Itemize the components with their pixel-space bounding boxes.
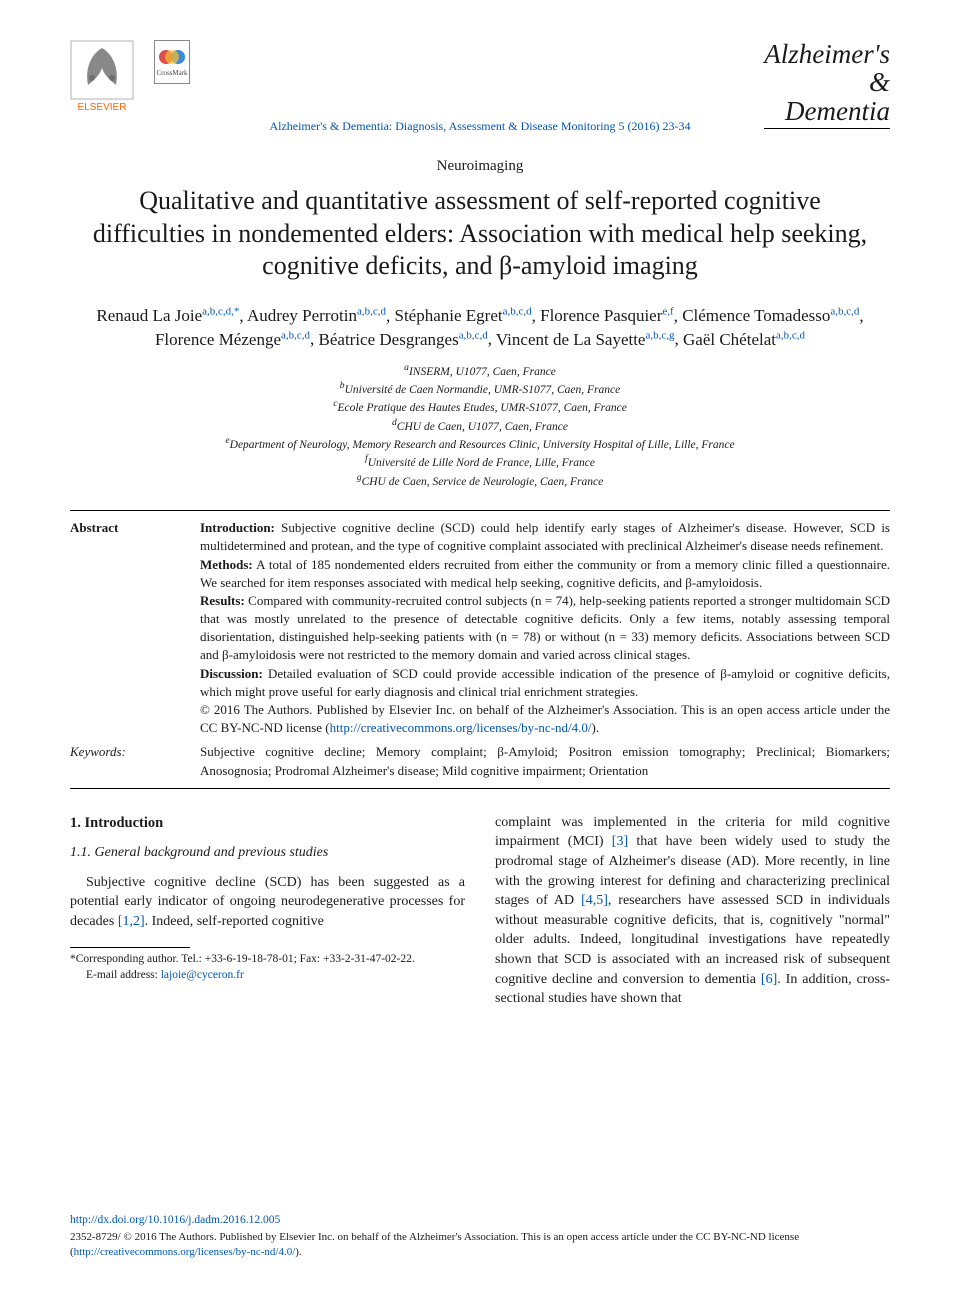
abstract-discussion: Detailed evaluation of SCD could provide… bbox=[200, 666, 890, 699]
corresponding-author-note: *Corresponding author. Tel.: +33-6-19-18… bbox=[70, 952, 465, 968]
license-link[interactable]: http://creativecommons.org/licenses/by-n… bbox=[330, 720, 592, 735]
section-heading-1: 1. Introduction bbox=[70, 813, 465, 833]
abstract-copyright-close: ). bbox=[592, 720, 600, 735]
author: Florence Pasquiere,f bbox=[540, 306, 674, 325]
journal-logo-line1: Alzheimer's bbox=[764, 40, 890, 68]
column-left: 1. Introduction 1.1. General background … bbox=[70, 813, 465, 1009]
abstract-intro: Subjective cognitive decline (SCD) could… bbox=[200, 520, 890, 553]
body-paragraph-2: complaint was implemented in the criteri… bbox=[495, 813, 890, 1009]
journal-logo-amp: & bbox=[869, 67, 890, 97]
author: Gaël Chételata,b,c,d bbox=[683, 330, 805, 349]
author: Stéphanie Egreta,b,c,d bbox=[394, 306, 531, 325]
subsection-heading-1-1: 1.1. General background and previous stu… bbox=[70, 843, 465, 863]
article-title: Qualitative and quantitative assessment … bbox=[90, 185, 870, 283]
citation-4-5[interactable]: [4,5] bbox=[581, 893, 608, 908]
citation-3[interactable]: [3] bbox=[612, 834, 628, 849]
footnotes: *Corresponding author. Tel.: +33-6-19-18… bbox=[70, 952, 465, 983]
author: Renaud La Joiea,b,c,d,* bbox=[96, 306, 239, 325]
keywords-text: Subjective cognitive decline; Memory com… bbox=[200, 743, 890, 779]
abstract-content: Introduction: Subjective cognitive decli… bbox=[200, 519, 890, 737]
abstract-intro-label: Introduction: bbox=[200, 520, 275, 535]
author: Florence Mézengea,b,c,d bbox=[155, 330, 310, 349]
divider-top bbox=[70, 510, 890, 511]
author-list: Renaud La Joiea,b,c,d,*, Audrey Perrotin… bbox=[80, 305, 880, 352]
affiliation: cEcole Pratique des Hautes Etudes, UMR-S… bbox=[70, 398, 890, 416]
elsevier-text: ELSEVIER bbox=[78, 102, 127, 112]
affiliation: bUniversité de Caen Normandie, UMR-S1077… bbox=[70, 380, 890, 398]
affiliation: dCHU de Caen, U1077, Caen, France bbox=[70, 417, 890, 435]
column-right: complaint was implemented in the criteri… bbox=[495, 813, 890, 1009]
keywords-block: Keywords: Subjective cognitive decline; … bbox=[70, 743, 890, 779]
keywords-label: Keywords: bbox=[70, 743, 170, 779]
author: Audrey Perrotina,b,c,d bbox=[247, 306, 386, 325]
affiliation: fUniversité de Lille Nord de France, Lil… bbox=[70, 453, 890, 471]
abstract-discussion-label: Discussion: bbox=[200, 666, 263, 681]
abstract-methods-label: Methods: bbox=[200, 557, 253, 572]
abstract-label: Abstract bbox=[70, 519, 170, 737]
article-section: Neuroimaging bbox=[70, 158, 890, 175]
abstract-results-label: Results: bbox=[200, 593, 245, 608]
email-label: E-mail address: bbox=[86, 969, 161, 981]
elsevier-logo: ELSEVIER bbox=[70, 40, 134, 117]
page-header: ELSEVIER CrossMark Alzheimer's & Dementi… bbox=[70, 40, 890, 129]
divider-bottom bbox=[70, 788, 890, 789]
affiliation: eDepartment of Neurology, Memory Researc… bbox=[70, 435, 890, 453]
journal-logo-line3: Dementia bbox=[764, 97, 890, 125]
doi-link[interactable]: http://dx.doi.org/10.1016/j.dadm.2016.12… bbox=[70, 1214, 280, 1226]
crossmark-badge[interactable]: CrossMark bbox=[154, 40, 190, 84]
footnote-separator bbox=[70, 947, 190, 948]
journal-logo: Alzheimer's & Dementia bbox=[764, 40, 890, 129]
affiliation-list: aINSERM, U1077, Caen, FrancebUniversité … bbox=[70, 362, 890, 490]
crossmark-label: CrossMark bbox=[156, 69, 187, 77]
footer-license-link[interactable]: http://creativecommons.org/licenses/by-n… bbox=[74, 1246, 296, 1258]
abstract-block: Abstract Introduction: Subjective cognit… bbox=[70, 519, 890, 737]
body-paragraph-1: Subjective cognitive decline (SCD) has b… bbox=[70, 873, 465, 932]
citation-1-2[interactable]: [1,2] bbox=[118, 914, 145, 929]
header-left: ELSEVIER CrossMark bbox=[70, 40, 190, 117]
affiliation: gCHU de Caen, Service de Neurologie, Cae… bbox=[70, 472, 890, 490]
citation-6[interactable]: [6] bbox=[761, 972, 777, 987]
body-columns: 1. Introduction 1.1. General background … bbox=[70, 813, 890, 1009]
abstract-methods: A total of 185 nondemented elders recrui… bbox=[200, 557, 890, 590]
author: Clémence Tomadessoa,b,c,d bbox=[682, 306, 859, 325]
email-link[interactable]: lajoie@cyceron.fr bbox=[161, 969, 244, 981]
author: Vincent de La Sayettea,b,c,g bbox=[496, 330, 675, 349]
affiliation: aINSERM, U1077, Caen, France bbox=[70, 362, 890, 380]
page-footer: http://dx.doi.org/10.1016/j.dadm.2016.12… bbox=[70, 1213, 890, 1260]
author: Béatrice Desgrangesa,b,c,d bbox=[319, 330, 488, 349]
abstract-results: Compared with community-recruited contro… bbox=[200, 593, 890, 663]
